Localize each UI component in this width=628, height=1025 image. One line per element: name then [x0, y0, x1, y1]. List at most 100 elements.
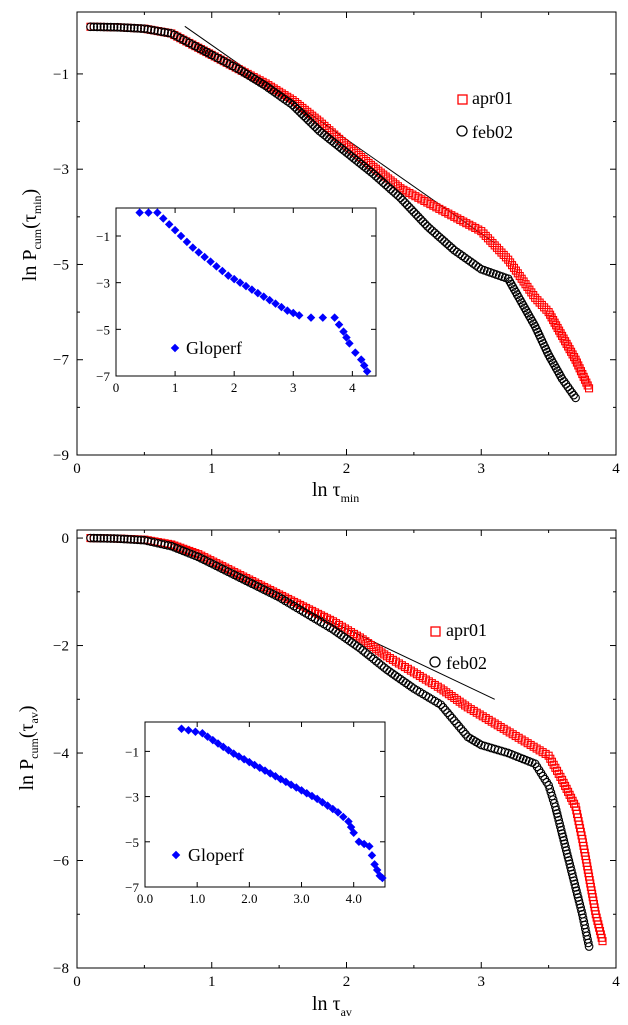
bottom-series — [86, 533, 607, 951]
top-inset-gloperf-point — [241, 281, 251, 291]
bottom-inset-y-tick-label: −1 — [125, 744, 139, 759]
bottom-feb02-point — [363, 650, 373, 660]
bottom-ylabel-sub1: cum — [27, 738, 41, 759]
bottom-ylabel-pre: ln P — [16, 759, 38, 791]
bottom-ylabel-sub2: av — [27, 712, 41, 723]
top-feb02-point — [109, 22, 119, 32]
top-ylabel-pre: ln P — [19, 250, 41, 282]
bottom-feb02-point — [575, 899, 585, 909]
bottom-feb02-point — [558, 832, 568, 842]
bottom-inset-x-tick-label: 0.0 — [137, 891, 153, 906]
bottom-feb02-point — [133, 535, 142, 545]
bottom-x-axis-label: ln τav — [312, 993, 352, 1019]
top-feb02-point — [374, 173, 383, 183]
bottom-feb02-point — [113, 534, 122, 543]
bottom-feb02-point — [561, 842, 570, 852]
top-axis-ticks: 0 1 2 3 4 −1 −3 −5 −7 −9 — [53, 12, 620, 477]
top-inset-x-tick-label: 4 — [349, 380, 356, 395]
top-feb02-point — [440, 237, 449, 246]
top-apr01-point — [582, 378, 591, 387]
top-feb02-point — [299, 111, 309, 121]
top-ylabel-mid: (τ — [19, 214, 41, 229]
top-apr01-point — [578, 369, 587, 379]
top-apr01-point — [533, 296, 542, 305]
bottom-chart: 0 1 2 3 40−2−4−6−8 apr01 feb02 ln Pcum(τav) … — [16, 529, 620, 1019]
top-apr01-point — [584, 384, 594, 393]
bottom-feb02-point — [458, 727, 468, 736]
bottom-x-tick-label: 0 — [73, 974, 81, 990]
top-inset-gloperf-point — [194, 248, 203, 257]
bottom-feb02-point — [153, 538, 163, 548]
top-apr01-point — [481, 231, 490, 240]
top-inset-gloperf-point — [294, 311, 304, 320]
bottom-inset-chart: 0.0 1.0 2.0 3.0 4.0 −1 −3 −5 −7 Gloperf — [125, 721, 387, 906]
top-y-tick-label: −9 — [53, 448, 69, 464]
bottom-y-tick-label: −6 — [53, 854, 69, 870]
top-feb02-point — [414, 212, 423, 222]
bottom-legend-apr01-marker — [430, 626, 441, 637]
bottom-feb02-point — [583, 938, 593, 948]
top-feb02-point — [420, 219, 430, 229]
bottom-feb02-point — [89, 533, 99, 543]
top-legend-feb02-marker — [456, 125, 468, 137]
bottom-y-axis-label: ln Pcum(τav) — [16, 705, 41, 790]
top-feb02-point — [416, 214, 425, 224]
top-inset-gloperf-point — [144, 208, 153, 217]
top-feb02-point — [388, 186, 398, 196]
bottom-feb02-point — [136, 535, 146, 545]
bottom-feb02-point — [553, 812, 563, 822]
top-feb02-point — [381, 180, 391, 190]
bottom-x-tick-label: 1 — [208, 974, 216, 990]
top-apr01-point — [495, 246, 504, 255]
top-inset-x-tick-label: 3 — [290, 380, 297, 395]
bottom-feb02-point — [116, 534, 126, 544]
bottom-feb02-point — [563, 852, 573, 862]
top-inset-gloperf-point — [235, 278, 245, 287]
top-apr01-point — [574, 361, 583, 370]
bottom-y-tick-label: −8 — [53, 961, 69, 977]
bottom-feb02-point — [557, 829, 567, 838]
bottom-feb02-point — [570, 879, 580, 889]
top-inset-chart: 0 1 2 3 4 −1 −3 −5 −7 Gloperf — [96, 207, 377, 395]
top-apr01-point — [477, 227, 486, 236]
bottom-inset-gloperf-point — [365, 842, 374, 851]
bottom-inset-ticks: 0.0 1.0 2.0 3.0 4.0 −1 −3 −5 −7 — [125, 722, 385, 906]
bottom-xlabel-main: ln τ — [312, 993, 341, 1015]
bottom-feb02-point — [374, 658, 384, 668]
bottom-inset-x-tick-label: 2.0 — [241, 891, 257, 906]
top-feb02-point — [430, 228, 440, 238]
top-feb02-point — [442, 239, 452, 249]
top-apr01-point — [570, 353, 579, 362]
bottom-feb02-point — [573, 893, 583, 902]
top-feb02-point — [411, 210, 421, 219]
top-apr01-point — [575, 364, 584, 373]
bottom-feb02-point — [572, 889, 582, 899]
bottom-legend: apr01 feb02 — [429, 620, 487, 673]
bottom-feb02-point — [552, 809, 562, 818]
top-apr01-point — [486, 236, 495, 245]
bottom-inset-y-tick-label: −7 — [125, 880, 139, 895]
bottom-xlabel-sub: av — [341, 1005, 352, 1019]
top-inset-gloperf-point — [212, 262, 221, 271]
top-feb02-point — [317, 128, 327, 138]
top-inset-y-tick-label: −1 — [96, 229, 110, 244]
bottom-feb02-point — [576, 903, 585, 912]
bottom-feb02-point — [369, 654, 378, 664]
bottom-feb02-point — [371, 656, 381, 666]
top-feb02-point — [160, 27, 169, 37]
bottom-feb02-point — [564, 856, 574, 865]
bottom-feb02-point — [361, 648, 370, 657]
top-feb02-point — [405, 202, 414, 212]
bottom-feb02-point — [566, 862, 575, 872]
bottom-inset-y-tick-label: −5 — [125, 835, 139, 850]
bottom-feb02-point — [443, 708, 452, 718]
bottom-inset-x-tick-label: 3.0 — [293, 891, 309, 906]
top-feb02-point — [310, 122, 320, 132]
top-apr01-point — [579, 372, 588, 381]
top-feb02-point — [423, 222, 432, 231]
top-apr01-point — [499, 250, 508, 259]
top-feb02-point — [315, 126, 324, 136]
top-inset-gloperf-point — [224, 271, 233, 280]
top-feb02-point — [126, 23, 136, 33]
